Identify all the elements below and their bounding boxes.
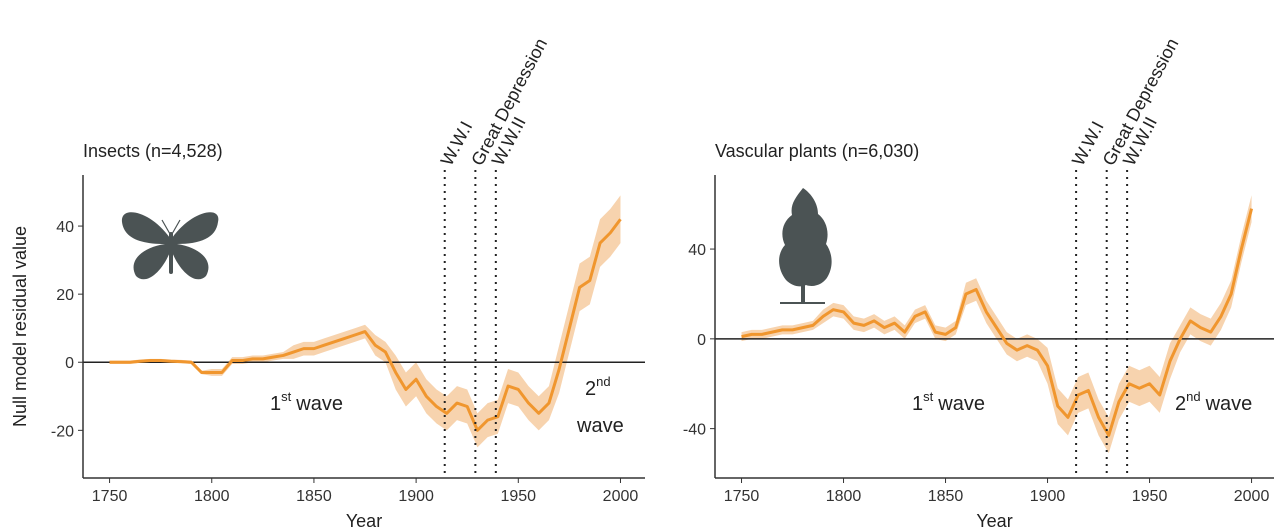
y-tick-label: 40 <box>56 219 74 236</box>
x-axis-label: Year <box>976 511 1012 531</box>
wave-number: 2 <box>585 378 596 400</box>
series-line <box>109 218 622 432</box>
wave-number: 2 <box>1175 393 1186 415</box>
wave-word: wave <box>295 393 343 415</box>
tree-icon <box>779 188 832 304</box>
wave-label: 1st wave <box>912 389 985 415</box>
y-tick-label: 20 <box>56 287 74 304</box>
x-tick-label: 1950 <box>500 488 536 505</box>
x-tick-label: 1800 <box>194 488 230 505</box>
x-tick-label: 1900 <box>1030 488 1066 505</box>
x-tick-label: 1850 <box>296 488 332 505</box>
y-axis-label: Null model residual value <box>10 226 30 427</box>
x-tick-label: 1800 <box>826 488 862 505</box>
wave-word: wave <box>937 393 985 415</box>
x-tick-label: 1900 <box>398 488 434 505</box>
wave-word: wave <box>1205 393 1253 415</box>
wave-label: 2nd wave <box>1175 389 1252 415</box>
wave-ordinal: nd <box>596 374 610 389</box>
panel-title: Vascular plants (n=6,030) <box>715 141 919 161</box>
series-line <box>741 208 1254 437</box>
y-tick-label: 0 <box>697 332 706 349</box>
confidence-band <box>741 195 1252 454</box>
wave-ordinal: st <box>281 389 292 404</box>
x-tick-label: 1750 <box>92 488 128 505</box>
wave-label: 2nd wave <box>576 374 624 437</box>
x-axis-label: Year <box>346 511 382 531</box>
wave-word: wave <box>576 415 624 437</box>
x-tick-label: 1950 <box>1132 488 1168 505</box>
wave-ordinal: nd <box>1186 389 1200 404</box>
panel-title: Insects (n=4,528) <box>83 141 223 161</box>
wave-label: 1st wave <box>270 389 343 415</box>
y-tick-label: 40 <box>688 242 706 259</box>
x-tick-label: 2000 <box>1234 488 1270 505</box>
y-tick-label: -40 <box>683 422 706 439</box>
x-tick-label: 1850 <box>928 488 964 505</box>
butterfly-icon <box>121 212 219 280</box>
x-tick-label: 1750 <box>724 488 760 505</box>
wave-ordinal: st <box>923 389 934 404</box>
x-tick-label: 2000 <box>603 488 639 505</box>
wave-number: 1 <box>270 393 281 415</box>
wave-number: 1 <box>912 393 923 415</box>
y-tick-label: -20 <box>51 423 74 440</box>
y-tick-label: 0 <box>65 355 74 372</box>
